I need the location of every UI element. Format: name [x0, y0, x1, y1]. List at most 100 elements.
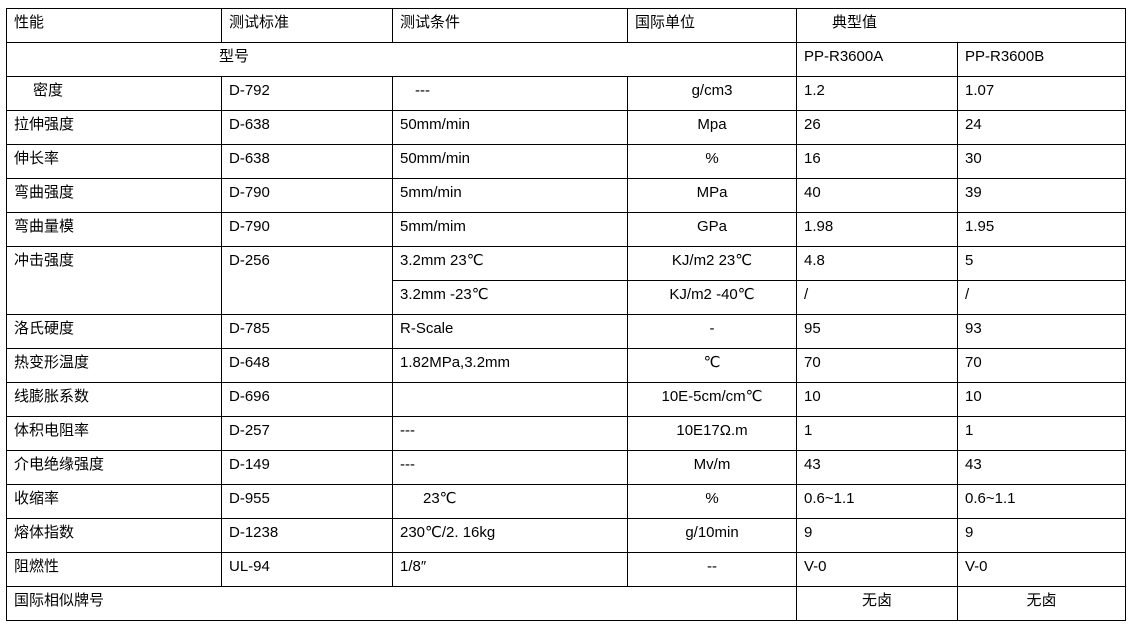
- table-cell: ℃: [627, 348, 797, 383]
- table-cell: 阻燃性: [6, 552, 222, 587]
- table-cell: MPa: [627, 178, 797, 213]
- table-cell: D-785: [221, 314, 393, 349]
- table-cell: D-149: [221, 450, 393, 485]
- table-cell: D-1238: [221, 518, 393, 553]
- table-row: 拉伸强度 D-638 50mm/min Mpa 26 24: [6, 110, 1127, 145]
- table-cell: 10E17Ω.m: [627, 416, 797, 451]
- table-row: 介电绝缘强度 D-149 --- Mv/m 43 43: [6, 450, 1127, 485]
- table-cell: %: [627, 484, 797, 519]
- table-cell: 9: [956, 518, 1127, 553]
- table-cell: 95: [796, 314, 958, 349]
- table-row: 性能 测试标准 测试条件 国际单位 典型值: [6, 8, 1127, 43]
- table-row: 洛氏硬度 D-785 R-Scale -95 93: [6, 314, 1127, 349]
- table-cell: --: [627, 552, 797, 587]
- table-cell: [392, 382, 628, 417]
- table-cell: 线膨胀系数: [6, 382, 222, 417]
- table-cell: Mpa: [627, 110, 797, 145]
- table-cell: 3.2mm -23℃: [392, 280, 628, 315]
- table-cell: -: [627, 314, 797, 349]
- table-cell: 70: [796, 348, 958, 383]
- table-row: 伸长率 D-638 50mm/min% 16 30: [6, 144, 1127, 179]
- table-cell: D-638: [221, 144, 393, 179]
- table-cell: 30: [956, 144, 1127, 179]
- table-cell: 无卤: [796, 586, 958, 621]
- table-row: 密度 D-792 --- g/cm3 1.2 1.07: [6, 76, 1127, 111]
- table-cell: 1.07: [956, 76, 1127, 111]
- table-cell: 冲击强度: [6, 246, 222, 315]
- table-cell: 国际相似牌号: [6, 586, 797, 621]
- table-cell: 5: [956, 246, 1127, 281]
- table-cell: D-648: [221, 348, 393, 383]
- table-cell: ---: [392, 450, 628, 485]
- table-cell: 1/8″: [392, 552, 628, 587]
- table-cell: 9: [796, 518, 958, 553]
- table-cell: 43: [796, 450, 958, 485]
- table-cell: /: [956, 280, 1127, 315]
- table-cell: 39: [956, 178, 1127, 213]
- table-cell: g/cm3: [627, 76, 797, 111]
- table-cell: /: [796, 280, 958, 315]
- table-cell: 50mm/min: [392, 110, 628, 145]
- table-cell: V-0: [956, 552, 1127, 587]
- table-cell: PP-R3600B: [956, 42, 1127, 77]
- table-cell: D-955: [221, 484, 393, 519]
- table-cell: 1.82MPa,3.2mm: [392, 348, 628, 383]
- table-cell: 测试标准: [221, 8, 393, 43]
- table-cell: Mv/m: [627, 450, 797, 485]
- table-cell: 典型值: [795, 8, 1127, 43]
- table-row: 收缩率 D-955 23℃% 0.6~1.1 0.6~1.1: [6, 484, 1127, 519]
- table-row: 热变形温度 D-648 1.82MPa,3.2mm ℃ 70 70: [6, 348, 1127, 383]
- table-cell: GPa: [627, 212, 797, 247]
- table-cell: 洛氏硬度: [6, 314, 222, 349]
- table-cell: 国际单位: [627, 8, 797, 43]
- table-cell: 26: [796, 110, 958, 145]
- table-cell: D-792: [221, 76, 393, 111]
- table-cell: 体积电阻率: [6, 416, 222, 451]
- table-cell: D-790: [221, 178, 393, 213]
- table-cell: V-0: [796, 552, 958, 587]
- table-cell: 10E-5cm/cm℃: [627, 382, 797, 417]
- table-cell: 70: [956, 348, 1127, 383]
- table-cell: 1.98: [796, 212, 958, 247]
- table-cell: 介电绝缘强度: [6, 450, 222, 485]
- table-cell: 93: [956, 314, 1127, 349]
- table-cell: 热变形温度: [6, 348, 222, 383]
- table-cell: 性能: [6, 8, 222, 43]
- table-cell: UL-94: [221, 552, 393, 587]
- table-cell: D-257: [221, 416, 393, 451]
- table-row: 熔体指数 D-1238 230℃/2. 16kg g/10min 9 9: [6, 518, 1127, 553]
- table-cell: 熔体指数: [6, 518, 222, 553]
- table-row: 阻燃性 UL-94 1/8″ -- V-0 V-0: [6, 552, 1127, 587]
- properties-table: 性能 测试标准 测试条件 国际单位 典型值 型号 PP-R3600A PP-R3600B 密度 D…: [6, 8, 1127, 621]
- table-cell: 230℃/2. 16kg: [392, 518, 628, 553]
- table-row: 弯曲量模 D-790 5mm/mim GPa 1.98 1.95: [6, 212, 1127, 247]
- table-cell: D-638: [221, 110, 393, 145]
- table-row: 冲击强度 D-256 3.2mm 23℃ KJ/m2 23℃ 4.8 5: [6, 246, 1127, 315]
- table-cell: 收缩率: [6, 484, 222, 519]
- table-cell: 伸长率: [6, 144, 222, 179]
- table-row: 弯曲强度 D-790 5mm/min MPa 40 39: [6, 178, 1127, 213]
- properties-table-body: 性能 测试标准 测试条件 国际单位 典型值 型号 PP-R3600A PP-R3600B 密度 D…: [6, 8, 1127, 621]
- table-cell: 1.2: [796, 76, 958, 111]
- table-cell: g/10min: [627, 518, 797, 553]
- table-cell: 5mm/mim: [392, 212, 628, 247]
- table-row: 国际相似牌号 无卤 无卤: [6, 586, 1127, 621]
- table-cell: 弯曲量模: [6, 212, 222, 247]
- table-cell: D-696: [221, 382, 393, 417]
- table-cell: 10: [796, 382, 958, 417]
- table-cell: 5mm/min: [392, 178, 628, 213]
- table-cell: ---: [392, 416, 628, 451]
- table-cell: 1: [956, 416, 1127, 451]
- table-cell: 43: [956, 450, 1127, 485]
- table-cell: 10: [956, 382, 1127, 417]
- table-cell: 1: [796, 416, 958, 451]
- table-cell: 无卤: [956, 586, 1127, 621]
- table-cell: KJ/m2 -40℃: [627, 280, 797, 315]
- table-cell: PP-R3600A: [796, 42, 958, 77]
- table-cell: ---: [392, 76, 628, 111]
- table-cell: 3.2mm 23℃: [392, 246, 628, 281]
- table-cell: 测试条件: [392, 8, 628, 43]
- table-cell: 4.8: [796, 246, 958, 281]
- table-cell: 0.6~1.1: [956, 484, 1127, 519]
